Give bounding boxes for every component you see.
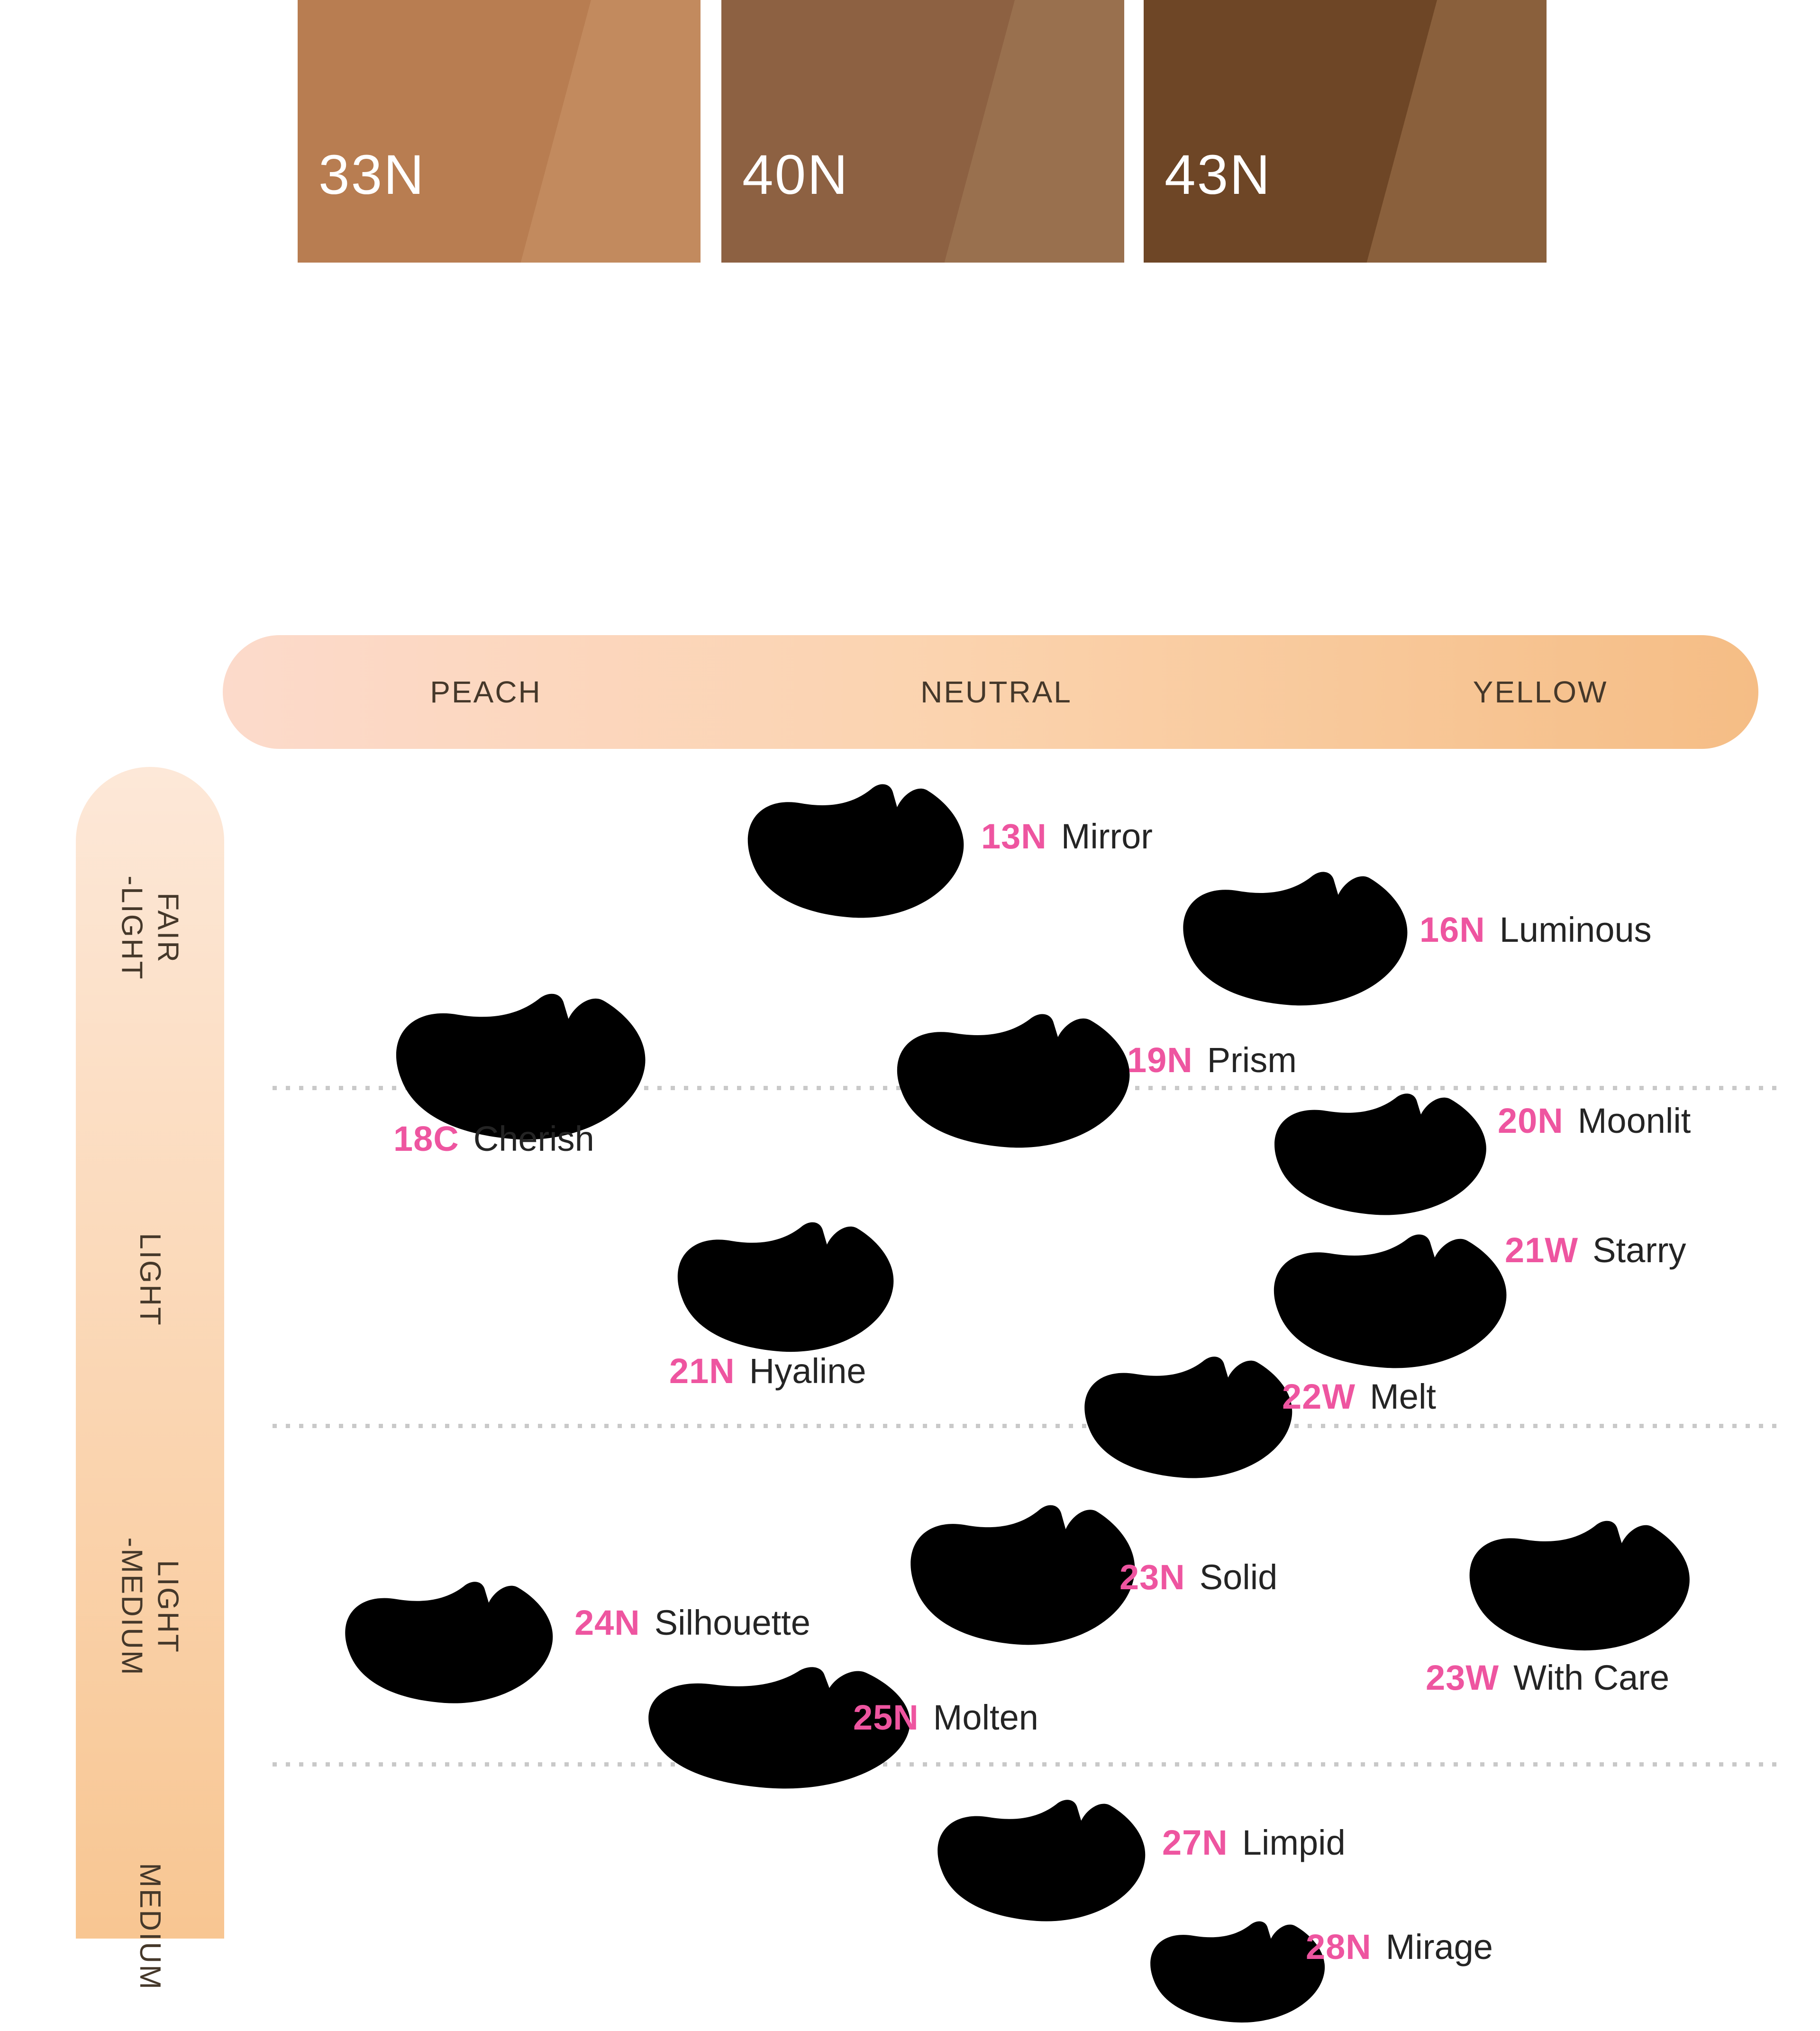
depth-label-medium: MEDIUM <box>133 1863 166 1991</box>
row-separator-2 <box>273 1424 1780 1428</box>
shade-code: 21N <box>669 1351 735 1391</box>
shade-label: 28N Mirage <box>1306 1930 1493 1965</box>
shade-label: 23W With Care <box>1426 1660 1669 1695</box>
shade-name: Moonlit <box>1577 1101 1691 1140</box>
shade-label: 24N Silhouette <box>574 1605 810 1640</box>
shade-name: Melt <box>1370 1377 1436 1416</box>
shade-code: 24N <box>574 1603 640 1642</box>
shade-code: 16N <box>1420 910 1485 949</box>
shade-label: 23N Solid <box>1119 1560 1277 1595</box>
shade-swatch <box>1150 1921 1325 2023</box>
undertone-axis-bar: PEACH NEUTRAL YELLOW <box>223 635 1758 749</box>
shade-label: 13N Mirror <box>981 819 1153 854</box>
shade-label: 25N Molten <box>853 1700 1038 1735</box>
shade-swatch <box>345 1582 553 1703</box>
shade-name: Solid <box>1199 1557 1278 1597</box>
reference-swatch-33N: 33N <box>298 0 701 263</box>
shade-swatch <box>1274 1093 1486 1215</box>
shade-code: 13N <box>981 817 1047 856</box>
shade-code: 28N <box>1306 1927 1372 1967</box>
shade-code: 23W <box>1426 1658 1500 1697</box>
undertone-label-peach: PEACH <box>430 675 542 709</box>
shade-name: Luminous <box>1499 910 1652 949</box>
shade-name: Silhouette <box>654 1603 810 1642</box>
shade-label: 22W Melt <box>1282 1379 1436 1414</box>
shade-code: 25N <box>853 1698 919 1737</box>
reference-swatch-code: 33N <box>318 144 426 206</box>
shade-name: Molten <box>933 1698 1038 1737</box>
reference-swatch-code: 43N <box>1165 144 1272 206</box>
shade-name: Hyaline <box>749 1351 866 1391</box>
shade-label: 21N Hyaline <box>669 1354 866 1389</box>
shade-name: Mirror <box>1061 817 1153 856</box>
shade-code: 22W <box>1282 1377 1356 1416</box>
row-separator-3 <box>273 1762 1780 1767</box>
shade-code: 23N <box>1119 1557 1185 1597</box>
shade-name: With Care <box>1513 1658 1670 1697</box>
shade-label: 19N Prism <box>1127 1043 1297 1078</box>
shade-label: 20N Moonlit <box>1498 1103 1691 1138</box>
shade-code: 27N <box>1162 1823 1228 1862</box>
shade-swatch <box>937 1800 1146 1922</box>
shade-code: 18C <box>393 1119 459 1158</box>
shade-code: 20N <box>1498 1101 1564 1140</box>
shade-label: 21W Starry <box>1505 1233 1686 1268</box>
shade-name: Prism <box>1207 1040 1297 1080</box>
shade-swatch <box>1183 872 1408 1006</box>
shade-swatch <box>677 1222 894 1352</box>
shade-name: Cherish <box>473 1119 594 1158</box>
depth-label-light: LIGHT <box>133 1233 166 1327</box>
reference-swatch-43N: 43N <box>1144 0 1547 263</box>
depth-label-light-medium: LIGHT -MEDIUM <box>116 1537 184 1676</box>
undertone-label-yellow: YELLOW <box>1473 675 1608 709</box>
shade-name: Mirage <box>1385 1927 1493 1967</box>
shade-label: 27N Limpid <box>1162 1825 1346 1860</box>
shade-name: Limpid <box>1242 1823 1346 1862</box>
shade-swatch <box>1084 1357 1292 1478</box>
reference-swatch-40N: 40N <box>721 0 1124 263</box>
shade-code: 21W <box>1505 1230 1579 1270</box>
shade-swatch <box>910 1505 1135 1645</box>
shade-swatch <box>747 784 964 918</box>
shade-swatch <box>897 1014 1130 1148</box>
shade-label: 16N Luminous <box>1420 912 1652 947</box>
undertone-label-neutral: NEUTRAL <box>920 675 1072 709</box>
shade-label: 18C Cherish <box>393 1121 594 1157</box>
depth-label-fair-light: FAIR -LIGHT <box>116 875 184 981</box>
shade-swatch <box>1469 1521 1690 1651</box>
shade-code: 19N <box>1127 1040 1193 1080</box>
reference-swatch-code: 40N <box>742 144 849 206</box>
depth-axis-bar <box>76 767 224 1939</box>
shade-name: Starry <box>1592 1230 1686 1270</box>
